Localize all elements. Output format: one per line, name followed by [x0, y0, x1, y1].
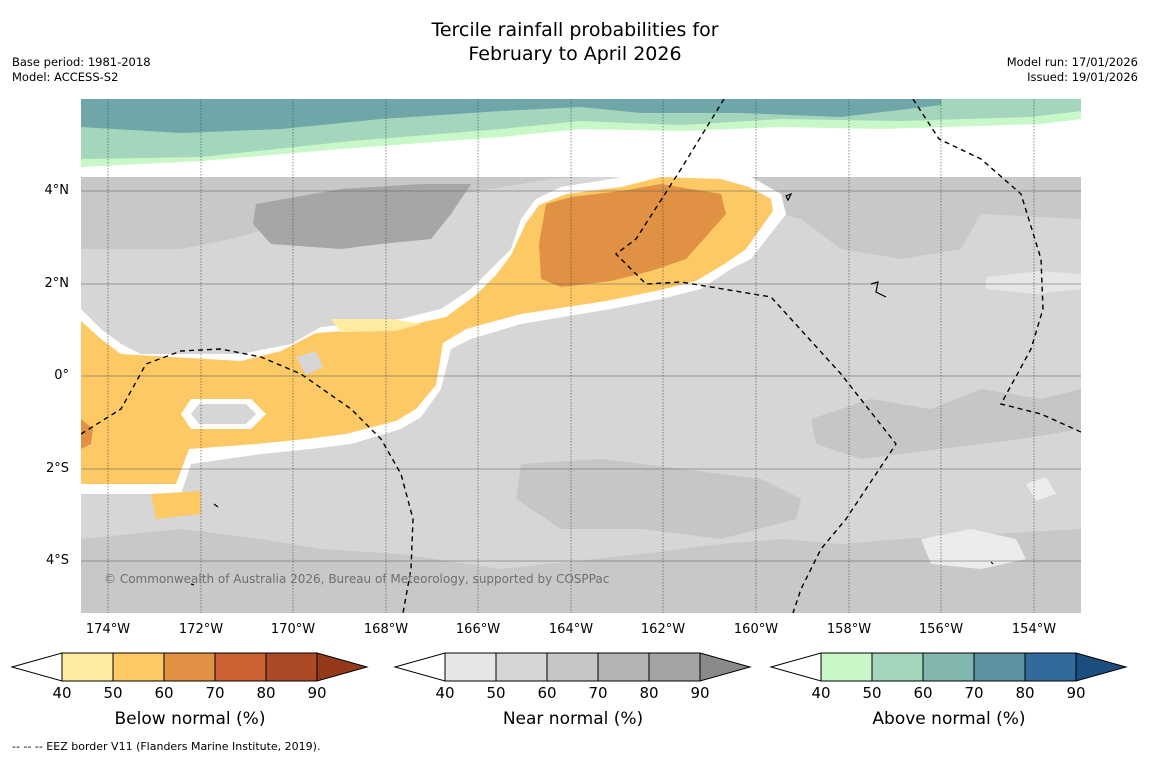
graticule	[81, 190, 1081, 562]
colorbar-below-normal	[10, 652, 369, 682]
lat-label-0: 0°	[54, 368, 69, 383]
cbar-near-tick: 50	[486, 684, 506, 702]
cbar-below-tick: 60	[154, 684, 174, 702]
probability-map	[81, 99, 1081, 613]
meta-left: Base period: 1981-2018 Model: ACCESS-S2	[12, 55, 151, 85]
eez-border-west	[81, 348, 414, 613]
lon-label-154w: 154°W	[1011, 622, 1057, 637]
island-jarvis	[785, 192, 793, 202]
cbar-below-seg-5	[265, 652, 318, 682]
lon-label-158w: 158°W	[826, 622, 872, 637]
islands	[190, 192, 994, 586]
cbar-above-tick: 40	[811, 684, 831, 702]
cbar-above-seg-1	[820, 652, 873, 682]
near-normal-50-patch-east	[921, 529, 1026, 569]
below-normal-70-patch-west	[81, 419, 93, 449]
island-small-3	[990, 561, 994, 565]
cbar-near-seg-6	[699, 652, 752, 682]
eez-footnote: -- -- -- EEZ border V11 (Flanders Marine…	[12, 740, 321, 753]
lon-label-166w: 166°W	[455, 622, 501, 637]
lat-label-2s: 2°S	[45, 461, 69, 476]
cbar-below-tick: 70	[205, 684, 225, 702]
colorbar-title-near: Near normal (%)	[502, 709, 644, 729]
cbar-near-seg-5	[648, 652, 701, 682]
cbar-near-tick: 60	[537, 684, 557, 702]
cbar-above-tick: 70	[964, 684, 984, 702]
cbar-below-tick: 90	[307, 684, 327, 702]
cbar-above-tick: 90	[1066, 684, 1086, 702]
eez-borders	[81, 99, 1081, 613]
near-normal-60-region-south	[516, 459, 801, 539]
island-small-2	[190, 583, 195, 586]
below-normal-50-patch	[331, 319, 421, 332]
base-period: Base period: 1981-2018	[12, 55, 151, 69]
cbar-near-seg-3	[546, 652, 599, 682]
cbar-near-seg-2	[495, 652, 548, 682]
model-name: Model: ACCESS-S2	[12, 70, 119, 84]
cbar-below-seg-6	[316, 652, 369, 682]
cbar-above-seg-4	[973, 652, 1026, 682]
cbar-above-tick: 60	[913, 684, 933, 702]
island-kiritimati	[870, 281, 887, 298]
cbar-near-tick: 40	[435, 684, 455, 702]
cbar-near-seg-1	[444, 652, 497, 682]
above-normal-70-band	[81, 99, 941, 133]
cbar-above-seg-2	[871, 652, 924, 682]
cbar-near-tick: 80	[639, 684, 659, 702]
title-line-1: Tercile rainfall probabilities for	[431, 19, 719, 41]
colorbar-title-below: Below normal (%)	[114, 709, 266, 729]
gray-hole-center	[296, 351, 323, 375]
cbar-below-tick: 80	[256, 684, 276, 702]
lon-label-174w: 174°W	[85, 622, 131, 637]
colorbar-near-normal	[393, 652, 752, 682]
cbar-above-seg-0	[769, 652, 822, 682]
cbar-below-seg-3	[163, 652, 216, 682]
near-normal-50-patch-small	[1026, 477, 1056, 501]
cbar-below-seg-0	[10, 652, 63, 682]
near-normal-60-region-bottom	[81, 529, 1081, 613]
cbar-near-tick: 90	[690, 684, 710, 702]
colorbar-title-above: Above normal (%)	[872, 709, 1026, 729]
island-small-1	[213, 503, 219, 508]
cbar-near-seg-4	[597, 652, 650, 682]
near-normal-50-patch-right	[986, 271, 1081, 294]
lon-label-164w: 164°W	[548, 622, 594, 637]
colorbar-above-normal	[769, 652, 1128, 682]
lon-label-156w: 156°W	[918, 622, 964, 637]
cbar-below-tick: 50	[103, 684, 123, 702]
below-normal-gray-hole	[191, 404, 256, 424]
lon-label-172w: 172°W	[178, 622, 224, 637]
title-line-2: February to April 2026	[468, 43, 682, 65]
cbar-above-tick: 50	[862, 684, 882, 702]
meta-right: Model run: 17/01/2026 Issued: 19/01/2026	[1007, 55, 1138, 85]
eez-border-east	[912, 99, 1081, 433]
cbar-near-seg-0	[393, 652, 446, 682]
cbar-above-tick: 80	[1015, 684, 1035, 702]
near-normal-70-region-north	[253, 184, 471, 249]
issued-date: Issued: 19/01/2026	[1027, 70, 1138, 84]
lat-label-2n: 2°N	[44, 276, 70, 291]
lon-label-170w: 170°W	[270, 622, 316, 637]
cbar-below-seg-2	[112, 652, 165, 682]
cbar-near-tick: 70	[588, 684, 608, 702]
below-normal-yellow-patch	[151, 491, 201, 519]
eez-border-central	[614, 99, 897, 613]
map-canvas	[81, 99, 1081, 613]
cbar-below-tick: 40	[52, 684, 72, 702]
cbar-above-seg-6	[1075, 652, 1128, 682]
lat-label-4n: 4°N	[44, 183, 70, 198]
lon-label-162w: 162°W	[640, 622, 686, 637]
lat-label-4s: 4°S	[45, 553, 69, 568]
map-title: Tercile rainfall probabilities for Febru…	[0, 18, 1150, 66]
lon-label-168w: 168°W	[363, 622, 409, 637]
lon-label-160w: 160°W	[733, 622, 779, 637]
cbar-above-seg-5	[1024, 652, 1077, 682]
cbar-above-seg-3	[922, 652, 975, 682]
model-run: Model run: 17/01/2026	[1006, 55, 1138, 69]
cbar-below-seg-1	[61, 652, 114, 682]
below-normal-70-patch	[539, 184, 726, 287]
copyright-credit: © Commonwealth of Australia 2026, Bureau…	[104, 572, 610, 586]
near-normal-60-region-east	[811, 389, 1081, 459]
cbar-below-seg-4	[214, 652, 267, 682]
